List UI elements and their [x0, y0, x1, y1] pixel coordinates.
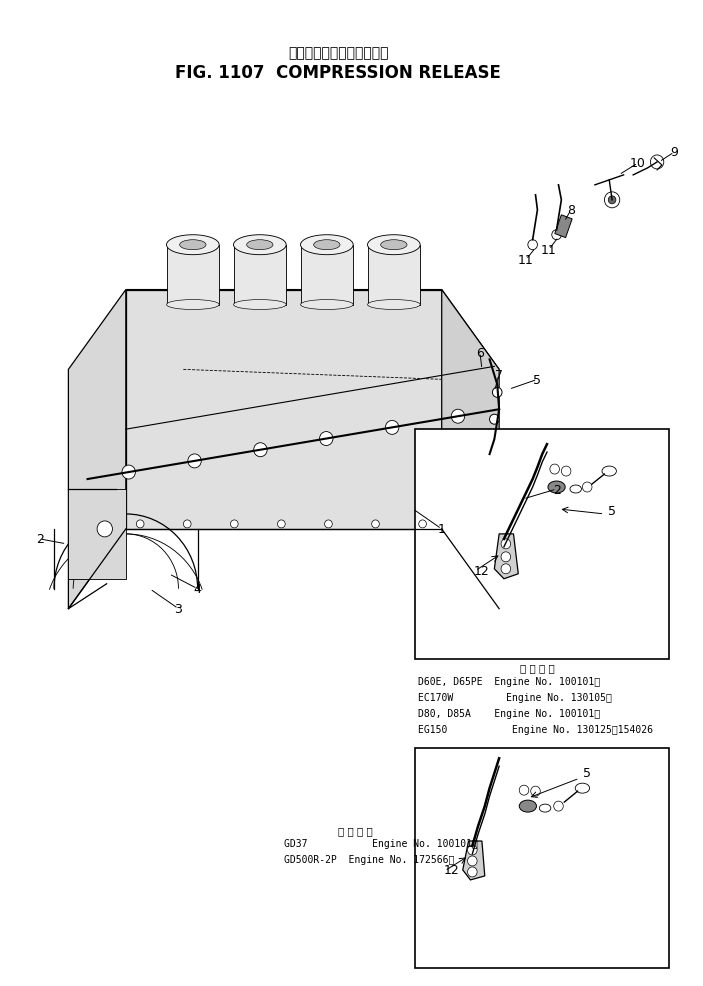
Circle shape — [531, 787, 541, 797]
Text: 7: 7 — [495, 369, 503, 382]
Text: 12: 12 — [474, 564, 490, 577]
Text: 適 用 号 機: 適 用 号 機 — [338, 825, 373, 835]
Text: EC170W         Engine No. 130105～: EC170W Engine No. 130105～ — [418, 693, 612, 703]
Polygon shape — [233, 246, 286, 306]
Text: D60E, D65PE  Engine No. 100101～: D60E, D65PE Engine No. 100101～ — [418, 676, 600, 687]
Text: 10: 10 — [630, 158, 646, 171]
Circle shape — [501, 564, 510, 574]
Ellipse shape — [233, 236, 286, 255]
Ellipse shape — [520, 801, 536, 812]
Polygon shape — [494, 534, 518, 579]
Circle shape — [372, 521, 380, 528]
Text: FIG. 1107  COMPRESSION RELEASE: FIG. 1107 COMPRESSION RELEASE — [175, 64, 501, 82]
Text: 8: 8 — [567, 204, 575, 217]
Text: 9: 9 — [671, 146, 678, 160]
Circle shape — [419, 521, 427, 528]
Polygon shape — [126, 290, 499, 370]
Polygon shape — [68, 290, 126, 609]
Text: 5: 5 — [583, 766, 591, 779]
Text: 2: 2 — [36, 532, 44, 546]
Ellipse shape — [575, 784, 590, 794]
Polygon shape — [300, 246, 353, 306]
Circle shape — [608, 196, 616, 205]
Circle shape — [231, 521, 238, 528]
Polygon shape — [368, 246, 420, 306]
Polygon shape — [485, 455, 499, 489]
Ellipse shape — [602, 466, 617, 476]
Circle shape — [486, 445, 496, 455]
Ellipse shape — [314, 241, 340, 250]
Circle shape — [520, 786, 529, 796]
Circle shape — [188, 455, 201, 468]
Circle shape — [605, 192, 620, 209]
Polygon shape — [68, 489, 126, 579]
Circle shape — [97, 522, 112, 537]
Bar — [415, 430, 669, 659]
Ellipse shape — [247, 241, 273, 250]
Ellipse shape — [539, 805, 551, 812]
Circle shape — [650, 156, 664, 170]
Circle shape — [467, 867, 477, 877]
Ellipse shape — [180, 241, 206, 250]
Circle shape — [467, 845, 477, 855]
Bar — [555, 216, 572, 239]
Circle shape — [385, 421, 399, 435]
Polygon shape — [126, 290, 441, 529]
Ellipse shape — [300, 301, 353, 311]
Text: GD500R-2P  Engine No. 172566～: GD500R-2P Engine No. 172566～ — [284, 854, 454, 864]
Circle shape — [501, 539, 510, 549]
Text: 5: 5 — [608, 505, 616, 518]
Circle shape — [550, 464, 560, 474]
Circle shape — [136, 521, 144, 528]
Text: コンプレッシ・ンリリーズ: コンプレッシ・ンリリーズ — [288, 46, 389, 60]
Ellipse shape — [233, 301, 286, 311]
Ellipse shape — [300, 236, 353, 255]
Text: D80, D85A    Engine No. 100101～: D80, D85A Engine No. 100101～ — [418, 709, 600, 719]
Text: 11: 11 — [541, 244, 557, 257]
Circle shape — [122, 465, 136, 479]
Text: GD37           Engine No. 100101～: GD37 Engine No. 100101～ — [284, 838, 477, 848]
Circle shape — [582, 482, 592, 492]
Circle shape — [467, 856, 477, 866]
Circle shape — [501, 552, 510, 562]
Text: EG150           Engine No. 130125～154026: EG150 Engine No. 130125～154026 — [418, 725, 653, 735]
Text: 2: 2 — [553, 483, 560, 496]
Polygon shape — [441, 290, 499, 609]
Text: 5: 5 — [534, 374, 541, 387]
Ellipse shape — [167, 301, 219, 311]
Circle shape — [528, 241, 537, 250]
Ellipse shape — [368, 236, 420, 255]
Circle shape — [183, 521, 191, 528]
Circle shape — [552, 231, 562, 241]
Text: 11: 11 — [518, 254, 534, 267]
Circle shape — [325, 521, 333, 528]
Polygon shape — [167, 246, 219, 306]
Circle shape — [562, 466, 571, 476]
Text: 3: 3 — [174, 602, 182, 615]
Circle shape — [320, 432, 333, 446]
Text: 4: 4 — [194, 583, 202, 596]
Circle shape — [492, 387, 502, 398]
Polygon shape — [463, 841, 485, 880]
Text: 6: 6 — [476, 346, 484, 360]
Ellipse shape — [368, 301, 420, 311]
Circle shape — [489, 415, 499, 425]
Text: 12: 12 — [444, 863, 459, 876]
Circle shape — [278, 521, 285, 528]
Circle shape — [254, 444, 267, 458]
Bar — [415, 748, 669, 967]
Ellipse shape — [167, 236, 219, 255]
Ellipse shape — [570, 485, 581, 494]
Ellipse shape — [548, 481, 565, 494]
Text: 1: 1 — [438, 523, 446, 535]
Circle shape — [554, 802, 563, 811]
Circle shape — [451, 410, 465, 424]
Text: 適 用 号 機: 適 用 号 機 — [520, 663, 555, 672]
Ellipse shape — [381, 241, 407, 250]
